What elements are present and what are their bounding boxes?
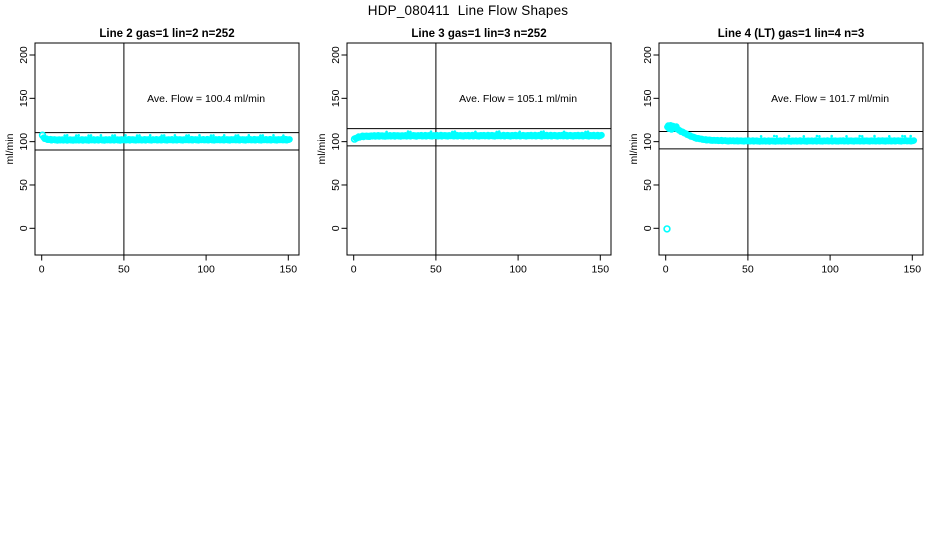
plot-box xyxy=(658,42,924,256)
reference-lines xyxy=(35,43,299,255)
panel-chart-2: Line 3 gas=1 lin=3 n=252 Ave. Flow = 105.… xyxy=(316,28,612,276)
y-axis-label: ml/min xyxy=(628,133,640,164)
y-tick-label: 150 xyxy=(18,89,30,107)
open-ring-point xyxy=(663,225,671,233)
x-tick-label: 150 xyxy=(592,264,610,276)
y-tick-label: 0 xyxy=(330,225,342,231)
ave-flow-annotation: Ave. Flow = 100.4 ml/min xyxy=(147,93,265,105)
plot-box xyxy=(34,42,300,256)
y-tick-label: 50 xyxy=(330,179,342,191)
x-tick-label: 150 xyxy=(904,264,922,276)
plot-box xyxy=(346,42,612,256)
y-tick-label: 150 xyxy=(642,89,654,107)
x-axis: 0 50 100 150 xyxy=(663,255,921,276)
x-axis: 0 50 100 150 xyxy=(39,255,297,276)
x-tick-label: 0 xyxy=(39,264,45,276)
y-tick-label: 200 xyxy=(330,46,342,64)
x-tick-label: 100 xyxy=(197,264,215,276)
y-tick-label: 200 xyxy=(642,46,654,64)
open-ring-point xyxy=(350,135,359,143)
panel-chart-1: Line 2 gas=1 lin=2 n=252 Ave. Flow = 100.… xyxy=(4,28,300,276)
ave-flow-annotation: Ave. Flow = 101.7 ml/min xyxy=(771,93,889,105)
panel-title: Line 2 gas=1 lin=2 n=252 xyxy=(99,28,234,40)
x-tick-label: 0 xyxy=(663,264,669,276)
y-tick-label: 200 xyxy=(18,46,30,64)
x-axis: 0 50 100 150 xyxy=(351,255,609,276)
y-axis-label: ml/min xyxy=(4,133,16,164)
y-axis: 0 50 100 150 200 xyxy=(642,46,659,231)
x-tick-label: 100 xyxy=(821,264,839,276)
y-tick-label: 50 xyxy=(18,179,30,191)
y-tick-label: 100 xyxy=(642,133,654,151)
scatter-points xyxy=(663,122,918,233)
y-axis-label: ml/min xyxy=(316,133,328,164)
y-tick-label: 50 xyxy=(642,179,654,191)
y-axis: 0 50 100 150 200 xyxy=(330,46,347,231)
y-tick-label: 150 xyxy=(330,89,342,107)
open-ring-point xyxy=(38,131,47,139)
reference-lines xyxy=(659,43,923,255)
y-tick-label: 100 xyxy=(18,133,30,151)
x-tick-label: 100 xyxy=(509,264,527,276)
x-tick-label: 50 xyxy=(742,264,754,276)
chart-panels: Line 2 gas=1 lin=2 n=252 Ave. Flow = 100.… xyxy=(4,28,924,276)
y-tick-label: 0 xyxy=(18,225,30,231)
panel-chart-3: Line 4 (LT) gas=1 lin=4 n=3 Ave. Flow = 1… xyxy=(628,28,924,276)
reference-lines xyxy=(347,43,611,255)
y-tick-label: 0 xyxy=(642,225,654,231)
scatter-points xyxy=(350,130,605,143)
x-tick-label: 0 xyxy=(351,264,357,276)
ave-flow-annotation: Ave. Flow = 105.1 ml/min xyxy=(459,93,577,105)
panel-title: Line 3 gas=1 lin=3 n=252 xyxy=(411,28,546,40)
x-tick-label: 50 xyxy=(430,264,442,276)
page-title: HDP_080411 Line Flow Shapes xyxy=(367,3,569,18)
y-axis: 0 50 100 150 200 xyxy=(18,46,35,231)
x-tick-label: 50 xyxy=(118,264,130,276)
scatter-points xyxy=(38,131,293,144)
y-tick-label: 100 xyxy=(330,133,342,151)
x-tick-label: 150 xyxy=(280,264,298,276)
panel-title: Line 4 (LT) gas=1 lin=4 n=3 xyxy=(718,28,864,40)
